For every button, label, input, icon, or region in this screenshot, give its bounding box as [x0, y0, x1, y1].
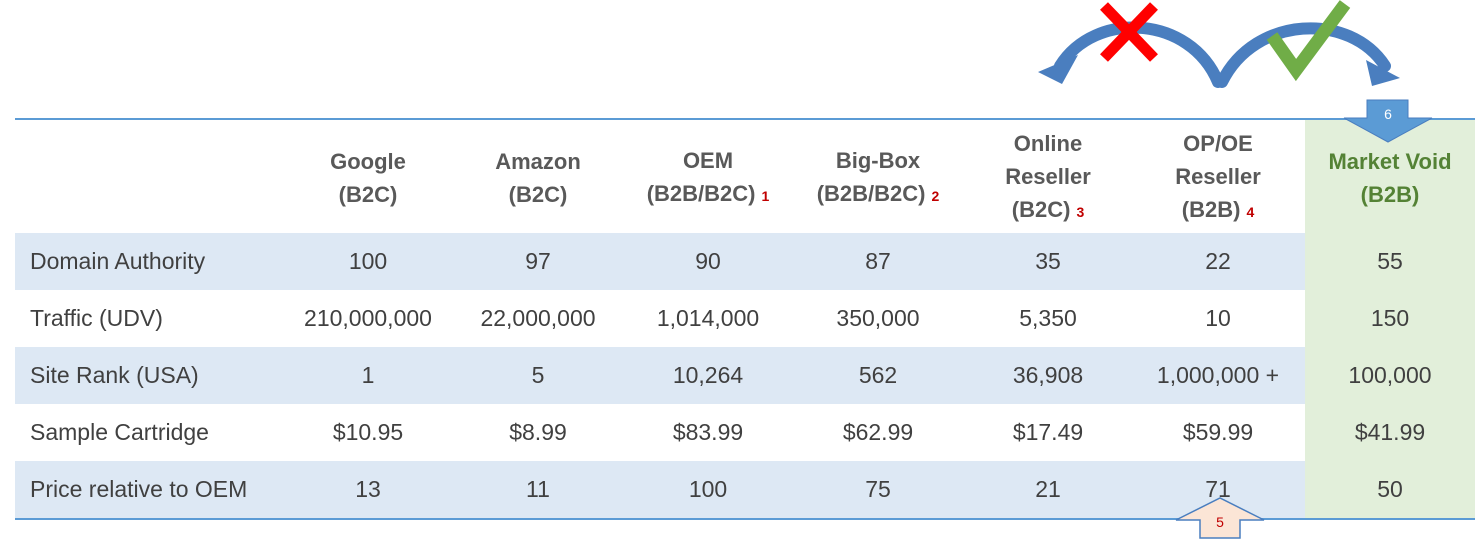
x-mark-icon [1100, 2, 1158, 62]
table-row: Traffic (UDV) 210,000,000 22,000,000 1,0… [15, 290, 1475, 347]
table-cell: 55 [1305, 233, 1475, 290]
row-label: Traffic (UDV) [30, 305, 163, 331]
column-header-market-void: Market Void (B2B) [1328, 149, 1452, 207]
table-cell: 21 [1035, 476, 1061, 502]
check-mark-icon [1266, 0, 1351, 82]
table-cell: $41.99 [1354, 419, 1426, 445]
table-cell: 22,000,000 [480, 305, 596, 331]
table-cell: 1,014,000 [656, 305, 760, 331]
table-row: Sample Cartridge $10.95 $8.99 $83.99 $62… [15, 404, 1475, 461]
table-cell: $17.49 [1012, 419, 1084, 445]
callout-up-arrow-icon [1175, 497, 1265, 539]
table-cell: $8.99 [509, 419, 567, 445]
table-row: Domain Authority 100 97 90 87 35 22 55 [15, 233, 1475, 290]
table-cell: 36,908 [1012, 362, 1084, 388]
row-label: Sample Cartridge [30, 419, 209, 445]
table-cell: 71 [1205, 476, 1231, 502]
footnote-marker: 2 [931, 187, 940, 204]
table-cell: 210,000,000 [304, 305, 432, 331]
table-cell: $83.99 [672, 419, 744, 445]
table-cell: 11 [526, 476, 550, 502]
table-cell: 90 [695, 248, 721, 274]
table-cell: 22 [1205, 248, 1231, 274]
footnote-marker: 3 [1076, 204, 1085, 220]
table-cell: 562 [858, 362, 898, 388]
callout-down-arrow-icon [1343, 99, 1433, 143]
footnote-marker: 4 [1246, 204, 1255, 220]
table-cell: 100 [348, 248, 388, 274]
column-header-big-box: Big-Box (B2B/B2C) 2 [816, 147, 940, 206]
table-top-rule [15, 118, 1475, 120]
column-header-op-oe-reseller: OP/OE Reseller (B2B) 4 [1175, 131, 1261, 222]
table-cell: 1 [361, 362, 375, 388]
row-label: Price relative to OEM [30, 476, 248, 502]
table-cell: 13 [355, 476, 381, 502]
column-header-oem: OEM (B2B/B2C) 1 [646, 147, 770, 206]
curved-arrow-left-icon [1038, 21, 1224, 88]
callout-number-6: 6 [1384, 106, 1392, 122]
table-cell: 5,350 [1019, 305, 1077, 331]
table-cell: 100,000 [1305, 347, 1475, 404]
table-cell: 10 [1205, 305, 1231, 331]
table-cell: 350,000 [836, 305, 920, 331]
row-label: Site Rank (USA) [30, 362, 199, 388]
footnote-marker: 1 [761, 187, 770, 204]
table-cell: $59.99 [1182, 419, 1254, 445]
table-cell: 5 [531, 362, 545, 388]
table-cell: $62.99 [842, 419, 914, 445]
table-cell: 10,264 [672, 362, 744, 388]
table-bottom-rule [15, 518, 1475, 520]
table-cell: 97 [525, 248, 551, 274]
column-header-amazon: Amazon (B2C) [495, 149, 581, 207]
market-void-highlight [1305, 120, 1475, 518]
table-cell: $10.95 [332, 419, 404, 445]
table-cell: 75 [865, 476, 891, 502]
table-row: Price relative to OEM 13 11 100 75 21 71… [15, 461, 1475, 518]
column-header-google: Google (B2C) [330, 149, 406, 207]
table-cell: 150 [1370, 305, 1410, 331]
table-cell: 87 [865, 248, 891, 274]
table-cell: 35 [1035, 248, 1061, 274]
table-row: Site Rank (USA) 1 5 10,264 562 36,908 1,… [15, 347, 1475, 404]
table-cell: 1,000,000 + [1156, 362, 1280, 388]
table-cell: 50 [1305, 461, 1475, 518]
row-label: Domain Authority [30, 248, 206, 274]
table-cell: 100 [688, 476, 728, 502]
callout-number-5: 5 [1216, 514, 1224, 530]
curved-arrow-right-icon [1216, 22, 1400, 88]
column-header-online-reseller: Online Reseller (B2C) 3 [1005, 131, 1091, 222]
